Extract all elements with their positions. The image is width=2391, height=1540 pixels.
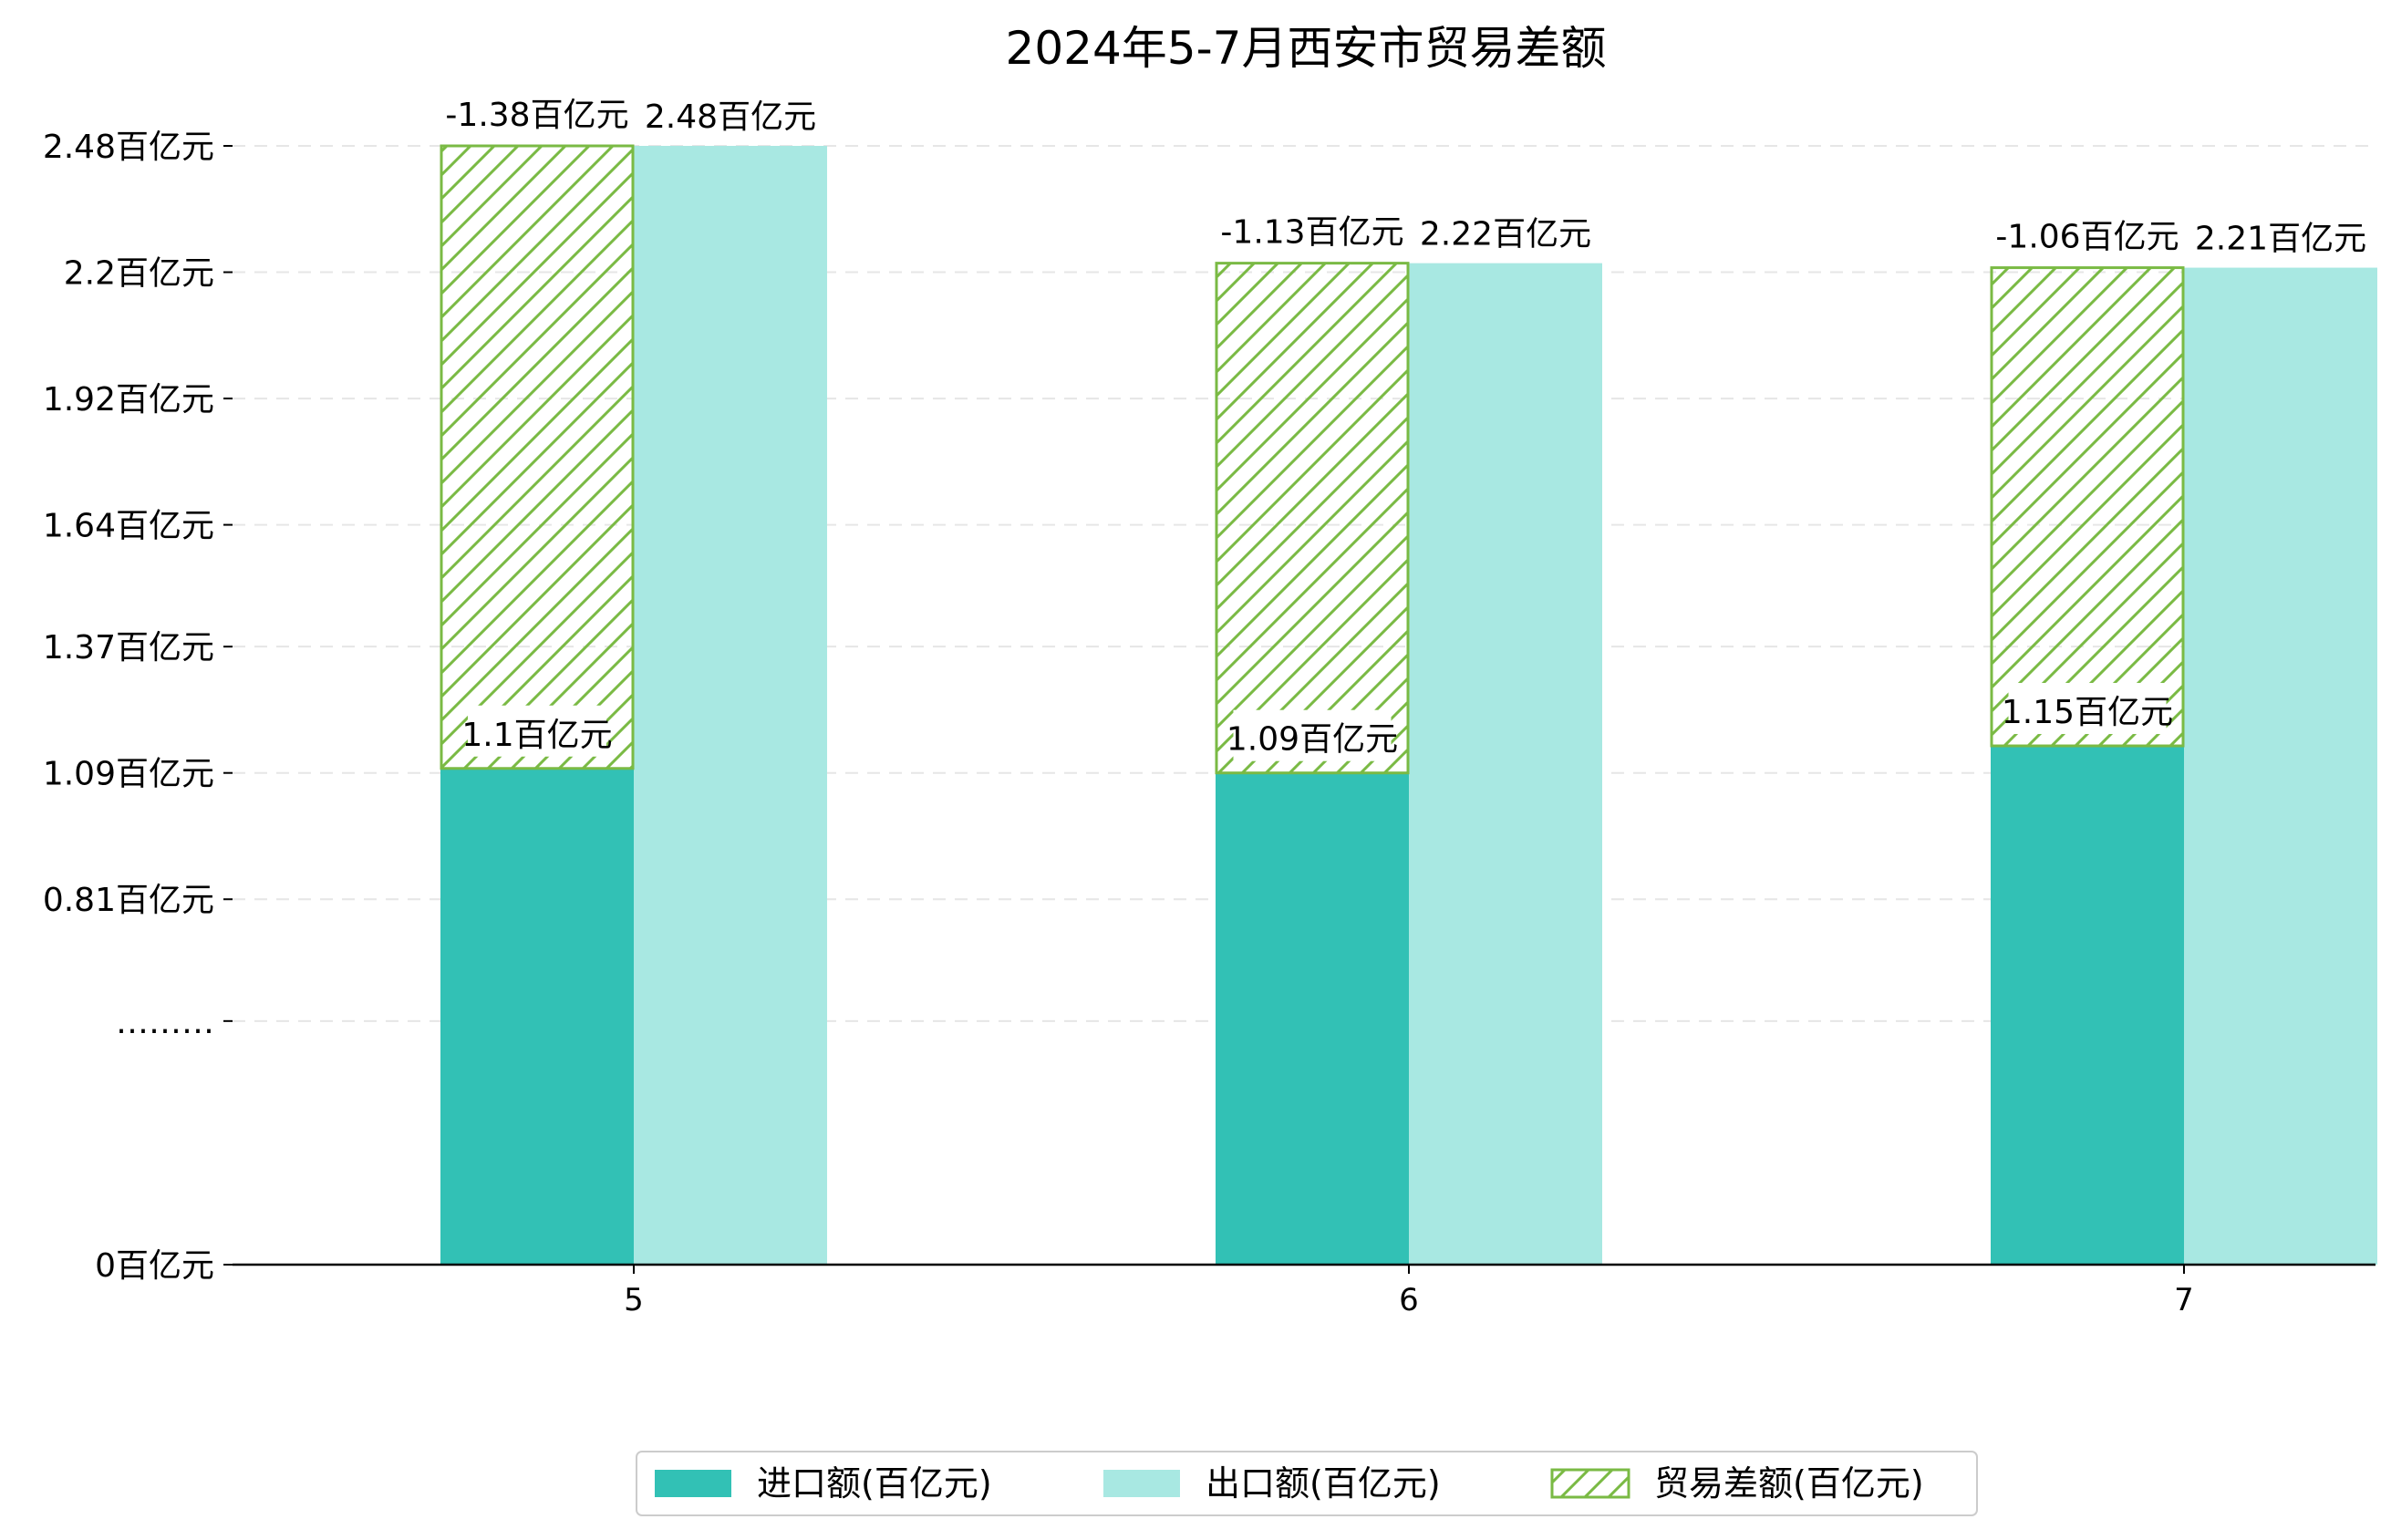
bars [440, 144, 2377, 1265]
y-tick-label: 1.37百亿元 [43, 629, 214, 667]
legend-swatch [1550, 1468, 1630, 1499]
legend-swatch [655, 1470, 731, 1497]
bar-trade-balance [1215, 262, 1410, 775]
axes: 0百亿元 ……… 0.81百亿元 1.09百亿元 1.37百亿元 1.64百亿元 1.92百… [43, 129, 2375, 1318]
label-trade-balance: -1.13百亿元 [1220, 214, 1403, 252]
bar-import [1216, 772, 1409, 1265]
legend-label: 进口额(百亿元) [757, 1463, 992, 1504]
y-tick-label: 1.09百亿元 [43, 756, 214, 793]
bar-export [634, 146, 827, 1265]
bar-export [1409, 263, 1602, 1265]
y-tick-label: 0百亿元 [95, 1247, 214, 1285]
y-tick-label: ……… [116, 1004, 214, 1041]
label-import-box [1233, 709, 1392, 761]
label-import: 1.09百亿元 [1227, 721, 1398, 759]
label-export: 2.22百亿元 [1420, 216, 1591, 253]
label-export: 2.21百亿元 [2195, 221, 2366, 258]
label-import-box [468, 705, 606, 757]
legend-swatch [1103, 1470, 1180, 1497]
y-tick-label: 1.92百亿元 [43, 381, 214, 419]
label-export-box [651, 88, 810, 139]
bar-import [1991, 746, 2184, 1265]
legend-label: 贸易差额(百亿元) [1654, 1463, 1924, 1504]
label-trade-balance-box [1999, 207, 2176, 259]
bar-export [2184, 267, 2377, 1265]
x-tick-label: 6 [1399, 1282, 1419, 1318]
label-trade-balance: -1.06百亿元 [1995, 219, 2179, 256]
y-tick-label: 2.2百亿元 [64, 255, 214, 293]
x-tick-label: 7 [2174, 1282, 2194, 1318]
y-tick-label: 1.64百亿元 [43, 508, 214, 545]
label-export-box [2201, 209, 2360, 261]
label-export-box [1426, 204, 1585, 256]
label-import: 1.1百亿元 [461, 717, 612, 754]
bar-trade-balance [1990, 266, 2185, 748]
data-labels: 2.48百亿元 -1.38百亿元 1.1百亿元 2.22百亿元 -1.13百亿元 1.09… [445, 86, 2366, 761]
chart-title: 2024年5-7月西安市贸易差额 [1006, 22, 1607, 75]
y-tick-label: 0.81百亿元 [43, 882, 214, 919]
y-tick-label: 2.48百亿元 [43, 129, 214, 166]
label-export: 2.48百亿元 [645, 98, 816, 136]
label-import-box [2008, 683, 2167, 735]
label-trade-balance: -1.38百亿元 [445, 97, 628, 134]
label-trade-balance-box [1224, 202, 1401, 254]
label-import: 1.15百亿元 [2002, 694, 2173, 731]
legend-label: 出口额(百亿元) [1206, 1463, 1441, 1504]
x-tick-label: 5 [624, 1282, 644, 1318]
bar-import [440, 768, 634, 1265]
legend-frame [636, 1451, 1978, 1516]
bar-trade-balance [440, 144, 635, 770]
legend: 进口额(百亿元) 出口额(百亿元) 贸易差额(百亿元) [636, 1451, 1978, 1516]
label-trade-balance-box [449, 86, 626, 137]
